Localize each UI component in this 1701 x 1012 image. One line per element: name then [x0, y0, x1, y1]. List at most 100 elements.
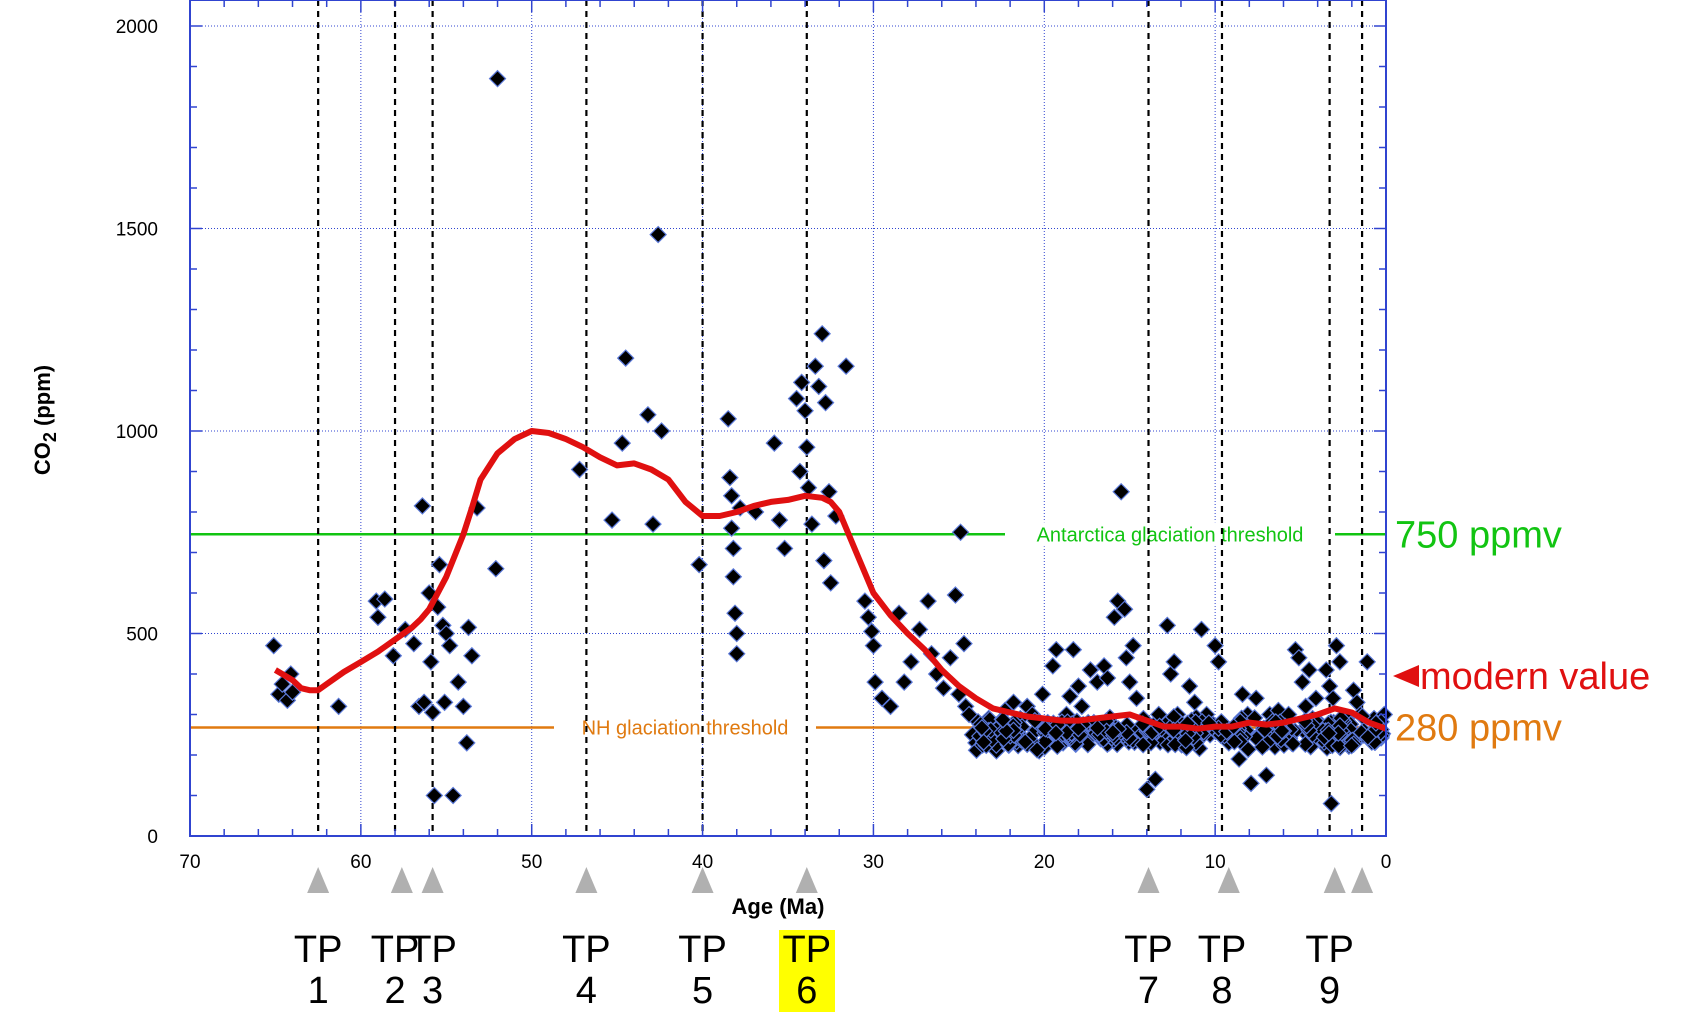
data-point [1176, 731, 1195, 750]
data-point [856, 592, 874, 610]
data-point [459, 618, 478, 637]
threshold-label-bg [554, 715, 816, 740]
tipping-point-marker [1323, 867, 1346, 893]
data-point [806, 357, 825, 376]
data-point [1104, 723, 1122, 742]
tipping-point-markers [307, 867, 1374, 893]
data-point [770, 511, 789, 529]
data-point [803, 515, 821, 533]
data-point [997, 722, 1016, 740]
data-point [813, 324, 832, 343]
data-point [1253, 738, 1272, 756]
data-point [1322, 794, 1341, 813]
x-tick-label: 40 [692, 852, 713, 873]
data-point [1115, 600, 1134, 619]
modern-value-label: modern value [1420, 656, 1650, 698]
data-point [644, 515, 662, 533]
data-point [1293, 673, 1312, 691]
threshold-label: Antarctica glaciation threshold [1037, 524, 1304, 546]
tipping-point-prefix: TP [782, 929, 832, 971]
data-point [881, 697, 900, 716]
tipping-point-marker [691, 867, 714, 893]
data-point [264, 636, 283, 655]
data-point [613, 434, 632, 452]
data-point [721, 468, 739, 487]
tipping-point-label-9: TP 9 [1302, 930, 1358, 1012]
data-point [837, 357, 855, 376]
data-point [1098, 669, 1117, 687]
plot-area [190, 0, 1386, 836]
data-point [384, 646, 403, 665]
data-point [1081, 661, 1100, 679]
tipping-point-prefix: TP [293, 929, 343, 971]
data-point [919, 592, 937, 610]
data-point [1134, 735, 1152, 754]
data-point [415, 693, 433, 712]
data-point [726, 604, 744, 623]
data-point [809, 377, 828, 396]
data-point [821, 574, 840, 592]
data-point [791, 462, 809, 481]
data-point [269, 685, 288, 704]
data-point [1320, 724, 1338, 743]
tipping-point-marker [1351, 867, 1374, 893]
tipping-point-prefix: TP [408, 929, 457, 971]
data-point [1230, 750, 1248, 768]
tipping-point-label-5: TP 5 [675, 930, 731, 1012]
data-point [946, 586, 965, 604]
data-point [895, 673, 914, 691]
data-point [1225, 732, 1244, 751]
data-point [1290, 648, 1308, 667]
data-point [1300, 661, 1318, 679]
data-point [1078, 735, 1097, 754]
tipping-point-label-1: TP 1 [290, 930, 346, 1012]
data-point [727, 624, 746, 643]
data-point [722, 486, 741, 505]
data-point [1358, 653, 1377, 671]
tipping-point-prefix: TP [562, 929, 611, 971]
data-point [910, 620, 929, 639]
data-point [994, 710, 1012, 729]
y-tick-label: 500 [126, 625, 158, 646]
data-point [816, 393, 835, 412]
data-point [690, 555, 709, 574]
data-point [864, 636, 883, 655]
x-tick-label: 30 [863, 852, 884, 873]
data-point [1088, 719, 1107, 737]
tipping-point-label-2: TP 2 [367, 930, 423, 1012]
tipping-point-number: 2 [384, 970, 406, 1012]
data-point [488, 69, 507, 88]
data-point [1069, 677, 1088, 695]
tipping-point-marker [575, 867, 598, 893]
threshold-label-bg [1005, 522, 1335, 547]
data-point [1146, 770, 1165, 789]
data-point [1069, 719, 1088, 738]
data-point [283, 683, 302, 702]
data-point [369, 608, 387, 627]
tipping-point-number: 6 [796, 970, 818, 1012]
data-point [1257, 766, 1276, 785]
data-point [797, 438, 816, 457]
data-point [329, 697, 348, 716]
x-axis-label: Age (Ma) [732, 894, 825, 919]
tipping-point-number: 3 [422, 970, 444, 1012]
x-tick-label: 10 [1205, 852, 1226, 873]
data-point [775, 539, 794, 558]
y-axis-label: CO2 (ppm) [30, 365, 60, 475]
data-point [422, 653, 440, 671]
data-point [815, 551, 833, 570]
data-point [1247, 689, 1265, 708]
tipping-point-marker [1217, 867, 1240, 893]
data-point [1105, 608, 1124, 627]
tipping-point-label-7: TP 7 [1121, 930, 1177, 1012]
data-point [1165, 653, 1183, 671]
data-point [859, 608, 878, 627]
data-point [1327, 636, 1346, 655]
threshold-lines: Antarctica glaciation threshold NH glacia… [190, 522, 1386, 740]
tipping-point-label-8: TP 8 [1194, 930, 1250, 1012]
data-point [1317, 661, 1336, 679]
data-point [1233, 685, 1252, 704]
data-point [934, 679, 953, 698]
tipping-point-number: 5 [691, 970, 714, 1012]
